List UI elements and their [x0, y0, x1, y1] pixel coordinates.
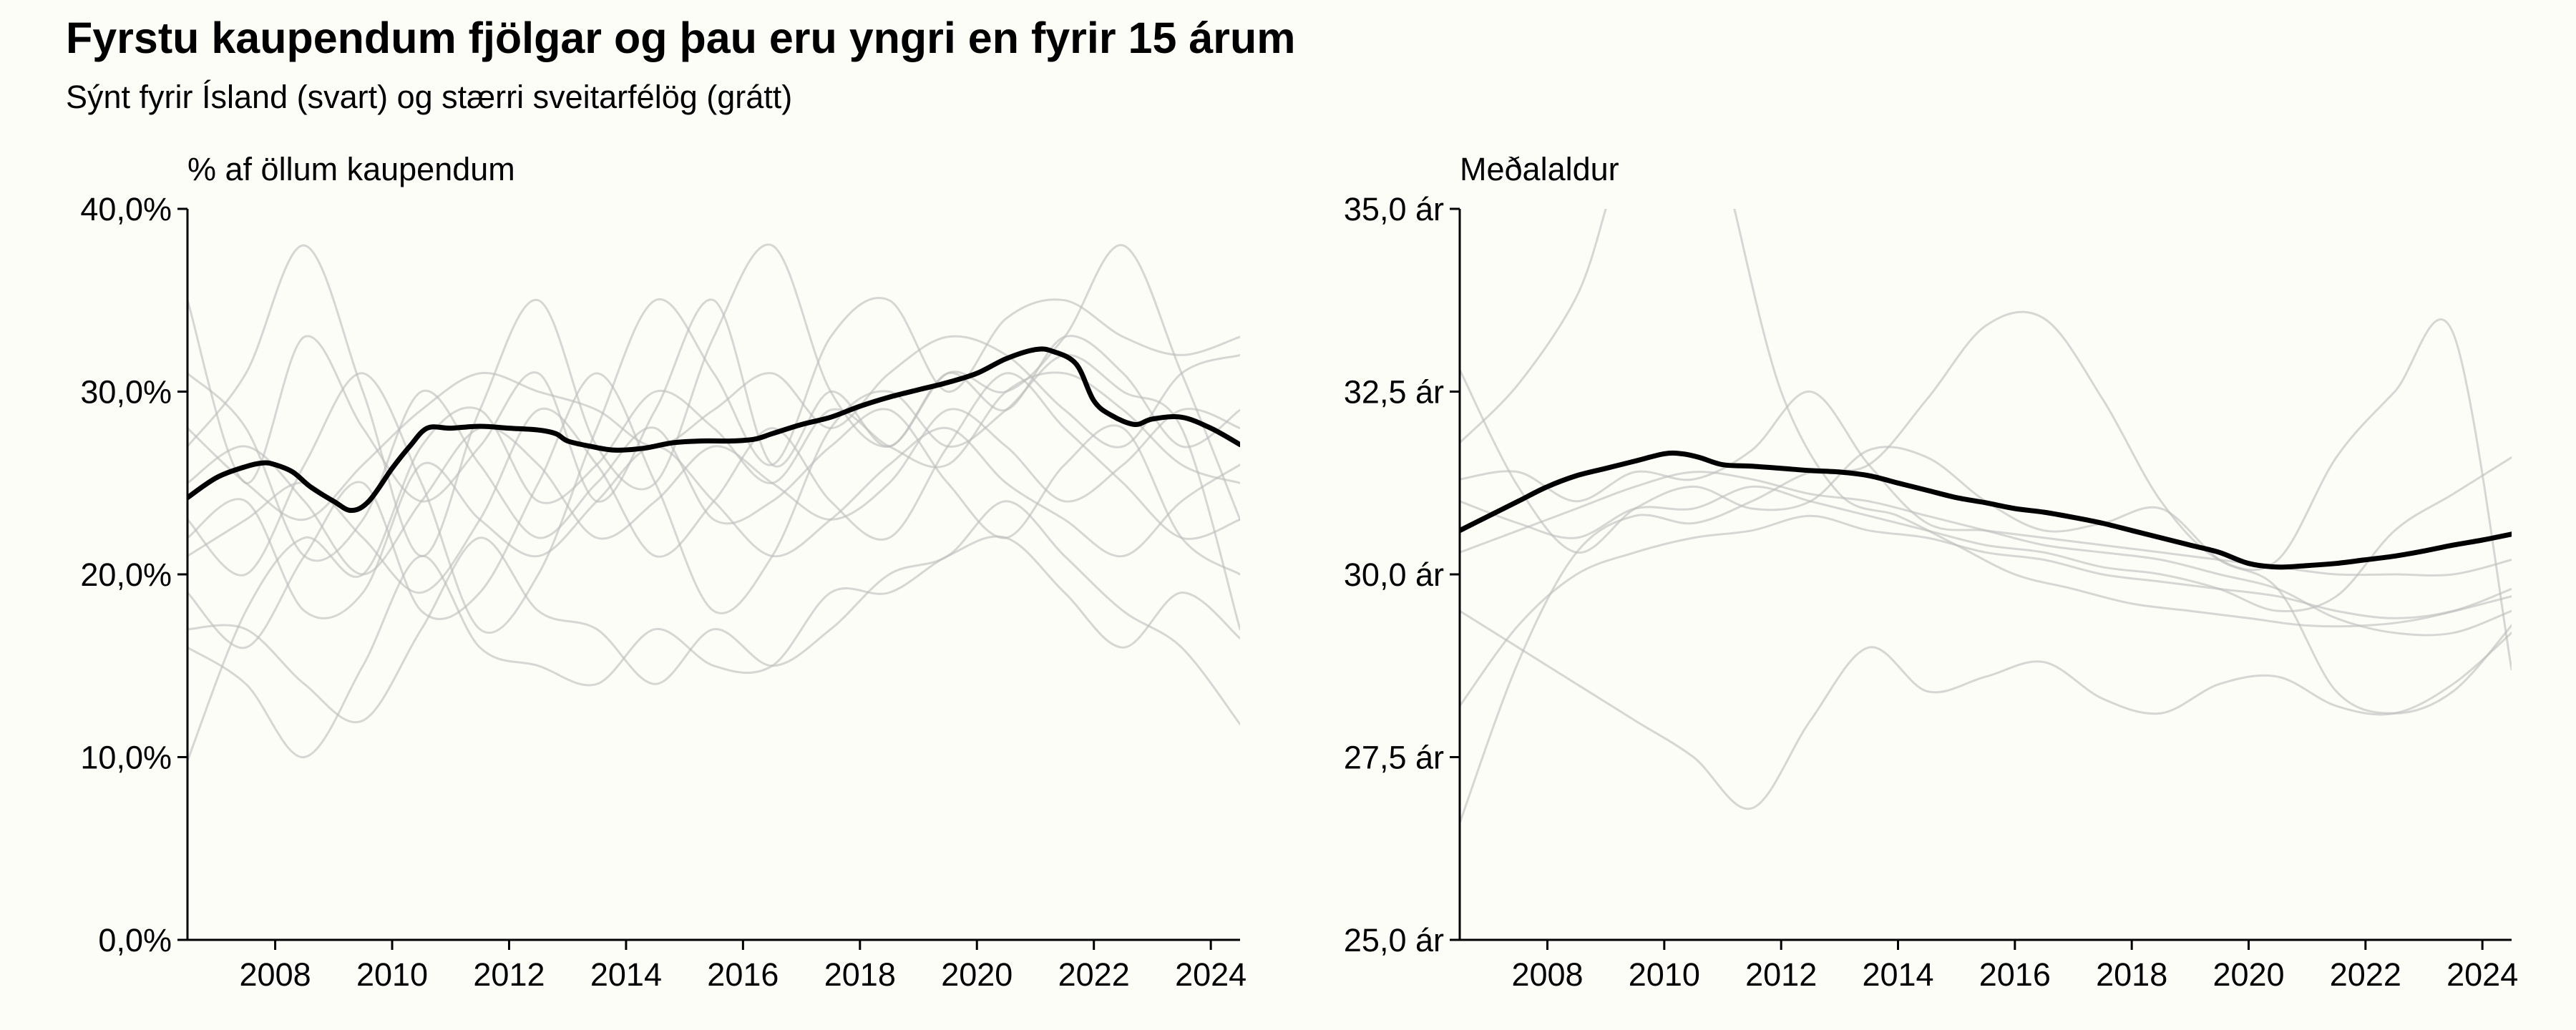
series-line-municipality-2: [187, 371, 1240, 762]
x-tick-label: 2014: [590, 956, 662, 993]
x-tick-label: 2010: [1629, 956, 1700, 993]
y-tick-label: 35,0 ár: [1344, 191, 1444, 227]
series-group: [1460, 209, 2512, 824]
x-tick-label: 2022: [1058, 956, 1130, 993]
series-line-municipality-1: [187, 298, 1240, 503]
x-tick-label: 2024: [2446, 956, 2518, 993]
series-line-municipality-3: [1460, 310, 2512, 824]
x-tick-label: 2008: [240, 956, 311, 993]
series-line-municipality-5: [187, 426, 1240, 619]
x-tick-label: 2014: [1862, 956, 1933, 993]
series-line-municipality-8: [187, 353, 1240, 649]
series-line-municipality-1: [1460, 209, 1607, 444]
series-line-municipality-6: [187, 372, 1240, 576]
series-line-municipality-9: [1460, 471, 2512, 637]
y-tick-label: 10,0%: [80, 740, 172, 776]
series-line-island: [187, 346, 1240, 514]
series-line-municipality-2: [1733, 209, 2512, 628]
x-tick-label: 2018: [824, 956, 896, 993]
x-tick-label: 2020: [2212, 956, 2284, 993]
x-tick-label: 2020: [941, 956, 1013, 993]
panel-average-age: Meðalaldur 25,0 ár 27,5 ár 30,0 ár 32,5 ár 35…: [1344, 151, 2518, 993]
chart-subtitle: Sýnt fyrir Ísland (svart) og stærri svei…: [66, 79, 793, 115]
chart-title: Fyrstu kaupendum fjölgar og þau eru yngr…: [66, 14, 1296, 62]
x-tick-label: 2008: [1511, 956, 1583, 993]
series-line-island: [1460, 450, 2512, 570]
y-tick-label: 40,0%: [80, 191, 172, 227]
series-group: [187, 243, 1240, 762]
x-tick-label: 2012: [473, 956, 545, 993]
series-line-municipality-10: [187, 372, 1240, 594]
series-line-municipality-6: [1460, 390, 2512, 577]
series-line-municipality-3: [187, 500, 1240, 725]
x-tick-label: 2022: [2330, 956, 2401, 993]
y-tick-label: 0,0%: [98, 922, 172, 958]
y-axis-title: % af öllum kaupendum: [187, 151, 515, 187]
x-tick-label: 2012: [1745, 956, 1817, 993]
y-tick-label: 30,0%: [80, 374, 172, 411]
y-axis-title: Meðalaldur: [1460, 151, 1619, 187]
x-tick-label: 2024: [1175, 956, 1246, 993]
x-tick-label: 2010: [356, 956, 428, 993]
series-line-municipality-8: [1460, 514, 2512, 707]
series-line-municipality-4: [1460, 609, 2512, 810]
series-line-municipality-11: [187, 408, 1240, 576]
series-line-municipality-12: [187, 535, 1240, 759]
x-tick-label: 2016: [1979, 956, 2051, 993]
y-tick-label: 27,5 ár: [1344, 740, 1444, 776]
y-tick-label: 30,0 ár: [1344, 556, 1444, 593]
y-tick-label: 25,0 ár: [1344, 922, 1444, 958]
series-line-municipality-4: [187, 243, 1240, 557]
panel-share-of-buyers: % af öllum kaupendum 0,0% 10,0% 20,0% 30,0% 4…: [80, 151, 1246, 993]
series-line-municipality-9: [187, 335, 1240, 521]
y-tick-label: 20,0%: [80, 556, 172, 593]
series-line-municipality-7: [187, 296, 1240, 634]
series-line-municipality-5: [1460, 368, 2512, 715]
y-tick-label: 32,5 ár: [1344, 374, 1444, 411]
series-line-municipality-7: [1460, 456, 2512, 612]
x-tick-label: 2016: [707, 956, 779, 993]
x-tick-label: 2018: [2096, 956, 2167, 993]
